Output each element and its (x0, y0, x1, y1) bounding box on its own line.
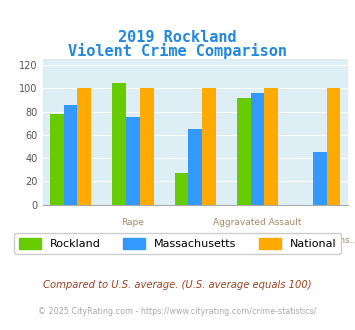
Bar (140, 88, 153, 205)
Text: © 2025 CityRating.com - https://www.cityrating.com/crime-statistics/: © 2025 CityRating.com - https://www.city… (38, 307, 317, 316)
Bar (264, 88, 278, 205)
Bar (64, 105, 77, 205)
Text: Aggravated Assault: Aggravated Assault (213, 218, 302, 227)
Text: Violent Crime Comparison: Violent Crime Comparison (68, 43, 287, 59)
Bar (202, 88, 216, 205)
Bar (189, 129, 202, 205)
Text: Robbery: Robbery (176, 236, 214, 245)
Bar (113, 82, 126, 205)
Bar (237, 98, 251, 205)
Text: All Violent Crime: All Violent Crime (33, 236, 109, 245)
Text: 2019 Rockland: 2019 Rockland (118, 30, 237, 46)
Bar (50, 114, 64, 205)
Bar (175, 173, 189, 205)
Text: Compared to U.S. average. (U.S. average equals 100): Compared to U.S. average. (U.S. average … (43, 280, 312, 290)
Bar (126, 117, 140, 205)
Text: Rape: Rape (121, 218, 144, 227)
Bar (251, 93, 264, 205)
Bar (77, 88, 91, 205)
Bar (313, 152, 327, 205)
Legend: Rockland, Massachusetts, National: Rockland, Massachusetts, National (14, 233, 341, 253)
Bar (327, 88, 340, 205)
Text: Murder & Mans...: Murder & Mans... (281, 236, 355, 245)
